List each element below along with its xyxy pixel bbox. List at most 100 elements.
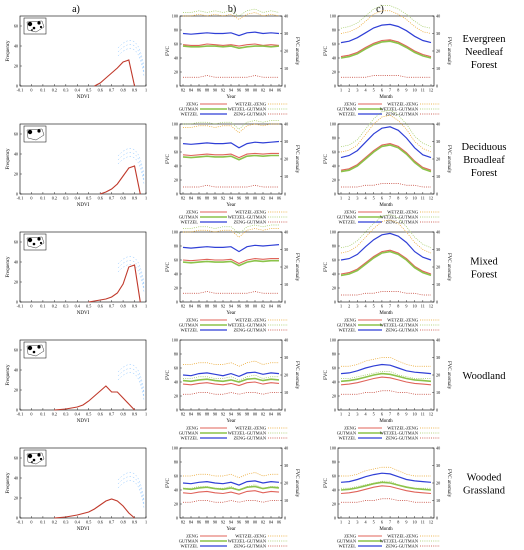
x-tick-label: 0.5 (86, 520, 91, 525)
ndvi-axis-label: NDVI (77, 311, 90, 316)
x-tick-label: 0.2 (52, 196, 57, 201)
y-tick-label: 100 (330, 14, 336, 19)
x-tick-label: 12 (429, 412, 433, 417)
y-tick-label: 100 (172, 338, 178, 343)
x-tick-label: 8 (397, 412, 399, 417)
x-tick-label: 98 (245, 196, 249, 201)
inset-map-region (27, 453, 33, 459)
x-tick-label: 3 (356, 412, 358, 417)
x-tick-label: 0.2 (52, 304, 57, 309)
x-tick-label: 6 (381, 88, 383, 93)
column-label-b: b) (228, 4, 236, 15)
x-tick-label: 94 (229, 304, 234, 309)
class-label: Needleaf (465, 47, 503, 58)
legend-entry: ZENG-GUTMAN (234, 111, 267, 116)
x-tick-label: 1 (340, 520, 342, 525)
y-tick-label: 20 (14, 388, 18, 393)
y2-axis-label: FVC anomaly (446, 37, 451, 66)
inset-map-region (39, 457, 43, 461)
inset-map-region (27, 21, 33, 27)
y-axis-label: FVC (324, 369, 329, 379)
x-tick-label: 88 (205, 88, 209, 93)
x-tick-label: 88 (205, 196, 209, 201)
ndvi-frequency-line (54, 498, 135, 519)
y-tick-label: 60 (174, 258, 178, 263)
x-tick-label: 1 (340, 304, 342, 309)
x-tick-label: 94 (229, 520, 234, 525)
y-tick-label: 80 (332, 244, 336, 249)
y-tick-label: 20 (14, 280, 18, 285)
legend-entry: WETZEL (338, 327, 356, 332)
y-tick-label: 40 (332, 488, 336, 493)
x-tick-label: 0 (30, 520, 32, 525)
legend-entry: WETZEL-ZENG (387, 317, 419, 322)
x-tick-label: 0.2 (52, 412, 57, 417)
column-label-c: c) (376, 4, 384, 15)
contour-line (117, 44, 145, 73)
legend-entry: ZENG-GUTMAN (234, 219, 267, 224)
y2-tick-label: 20 (436, 265, 440, 270)
x-tick-label: 88 (205, 304, 209, 309)
y2-axis-label: FVC anomaly (446, 469, 451, 498)
y2-tick-label: 30 (284, 139, 288, 144)
x-tick-label: 4 (364, 196, 367, 201)
legend-entry: WETZEL-ZENG (235, 209, 267, 214)
x-tick-label: 5 (373, 412, 375, 417)
series-line-wetzel (340, 363, 432, 375)
series-line-zeng-gutman (341, 498, 431, 503)
contour-line (117, 156, 145, 185)
contour-line (117, 256, 145, 285)
y-tick-label: 60 (14, 456, 18, 461)
x-tick-label: 10 (413, 196, 417, 201)
x-tick-label: 90 (213, 304, 217, 309)
legend-entry: WETZEL (180, 543, 198, 548)
x-tick-label: 00 (253, 520, 257, 525)
y-tick-label: 100 (330, 446, 336, 451)
class-label: Forest (471, 270, 497, 281)
plot-frame (19, 123, 147, 195)
series-line-zeng (340, 249, 432, 275)
x-tick-label: 88 (205, 412, 209, 417)
x-tick-label: 1 (145, 412, 147, 417)
y2-tick-label: 0 (284, 192, 286, 197)
legend-entry: ZENG-GUTMAN (386, 543, 419, 548)
x-tick-label: 7 (389, 196, 391, 201)
x-tick-label: 0.2 (52, 88, 57, 93)
x-tick-label: 82 (181, 88, 185, 93)
legend-entry: WETZEL-ZENG (235, 317, 267, 322)
inset-map-region (27, 129, 33, 135)
inset-map-outline (26, 128, 45, 141)
inset-map-outline (26, 452, 45, 465)
y2-axis-label: FVC anomaly (294, 145, 299, 174)
x-tick-label: 86 (197, 520, 201, 525)
x-tick-label: 2 (348, 196, 350, 201)
x-tick-label: 0.3 (63, 196, 68, 201)
plot-frame (19, 339, 147, 411)
y2-tick-label: 40 (436, 14, 440, 19)
x-tick-label: 3 (356, 88, 358, 93)
inset-map-region (32, 26, 36, 30)
y2-tick-label: 0 (284, 408, 286, 413)
y-tick-label: 0 (334, 408, 336, 413)
series-line-zeng (182, 381, 280, 387)
x-tick-label: 90 (213, 520, 217, 525)
contour-line (117, 476, 145, 505)
legend-entry: WETZEL-ZENG (235, 533, 267, 538)
x-tick-label: 12 (429, 196, 433, 201)
y-tick-label: 0 (176, 300, 178, 305)
series-line-zeng (182, 258, 279, 265)
x-tick-label: 2 (348, 88, 350, 93)
x-tick-label: 82 (181, 196, 185, 201)
x-tick-label: 92 (221, 412, 225, 417)
x-tick-label: 1 (340, 412, 342, 417)
y2-tick-label: 40 (284, 230, 288, 235)
series-line-wetzel (182, 480, 280, 486)
y-tick-label: 20 (174, 394, 178, 399)
y-tick-label: 40 (174, 488, 178, 493)
y-tick-label: 80 (174, 244, 178, 249)
x-tick-label: 8 (397, 88, 399, 93)
x-tick-label: 06 (277, 520, 281, 525)
